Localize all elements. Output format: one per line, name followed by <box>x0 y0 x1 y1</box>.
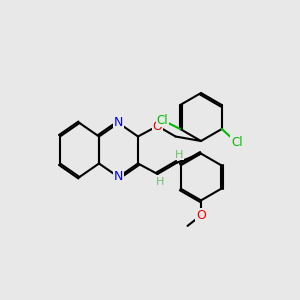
Text: N: N <box>114 116 123 130</box>
Text: O: O <box>196 209 206 222</box>
Text: O: O <box>153 119 162 133</box>
Text: Cl: Cl <box>156 113 168 127</box>
Text: H: H <box>155 177 164 188</box>
Text: H: H <box>175 149 183 160</box>
Text: Cl: Cl <box>231 136 243 149</box>
Text: N: N <box>114 170 123 184</box>
